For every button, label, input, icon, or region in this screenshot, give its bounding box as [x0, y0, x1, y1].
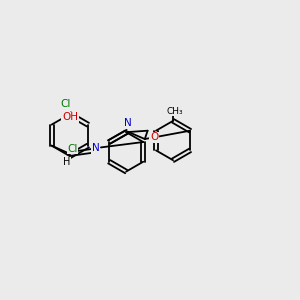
Text: O: O: [150, 132, 158, 142]
Text: OH: OH: [62, 112, 78, 122]
Text: Cl: Cl: [60, 99, 70, 109]
Text: H: H: [63, 157, 70, 167]
Text: N: N: [92, 143, 100, 153]
Text: N: N: [124, 118, 131, 128]
Text: Cl: Cl: [67, 144, 77, 154]
Text: CH₃: CH₃: [166, 107, 183, 116]
